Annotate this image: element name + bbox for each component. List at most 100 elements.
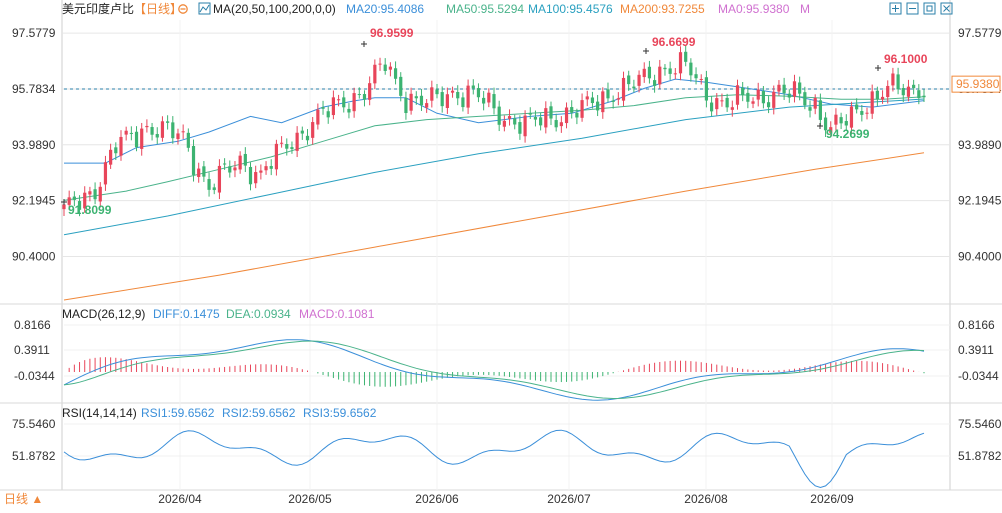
candle-body [88,191,92,195]
candle-body [399,76,403,96]
period-toggle-button[interactable]: 日线 ▲ [4,492,43,506]
candle-body [316,109,320,125]
ma-label: MA(20,50,100,200,0,0) [213,2,336,16]
candle-body [715,98,719,110]
candle-body [414,96,418,99]
candle-body [466,85,470,108]
candle-body [808,107,812,111]
candle-body [393,68,398,79]
candle-body [83,192,87,209]
x-tick-label: 2026/06 [415,492,459,506]
y-tick-label: 97.5779 [12,26,56,40]
candle-body [98,186,102,202]
fullscreen-icon[interactable] [923,2,936,15]
candle-body [202,166,206,177]
macd-y-tick-label: 0.3911 [14,343,50,357]
candle-body [507,116,512,119]
candle-body [523,115,527,137]
y-tick-label: 93.9890 [958,138,1002,152]
macd-dea-line [63,340,925,399]
candle-body [518,122,522,134]
candlestick-series [62,45,926,217]
macd-y-tick-label: 0.8166 [14,318,51,332]
candle-body [694,74,698,79]
close-icon[interactable] [940,2,953,15]
candle-body [67,197,71,205]
price-annotation: 96.6699 [652,35,696,49]
ma-value-label: MA0:95.9380 [718,2,790,16]
candle-body [274,143,279,170]
candle-body [155,134,159,138]
candle-body [922,95,926,98]
candle-body [761,91,765,104]
candle-body [513,118,517,125]
candle-body [803,92,807,106]
candle-body [140,128,144,149]
candle-body [352,93,356,112]
rsi-y-tick-label: 51.8782 [958,449,1002,463]
candle-body [279,142,284,144]
macd-y-tick-label: 0.8166 [958,318,995,332]
candle-body [730,107,734,110]
zoom-out-icon[interactable] [906,2,919,15]
price-annotation: 96.9599 [370,26,414,40]
candle-body [741,87,745,96]
candle-body [596,101,600,111]
candle-body [430,87,434,101]
candle-body [264,166,268,171]
candle-body [886,85,890,98]
candle-body [590,97,595,104]
candle-body [818,100,822,120]
candle-body [901,88,905,96]
candle-body [456,91,460,99]
candle-body [482,97,486,104]
candle-body [134,131,139,148]
candle-body [829,127,833,133]
rsi3-label: RSI3:59.6562 [303,406,377,420]
chart-type-icon[interactable] [198,2,211,15]
candle-body [450,90,455,93]
candle-body [290,147,294,150]
candle-body [357,94,361,96]
candle-body [621,77,626,101]
candle-body [777,84,781,92]
candle-body [756,89,760,100]
candle-body [860,111,864,115]
rsi1-label: RSI1:59.6562 [141,406,215,420]
candle-body [492,94,496,109]
zoom-in-icon[interactable] [889,2,902,15]
candle-body [77,201,82,210]
candle-body [404,97,408,114]
candle-body [425,103,429,108]
candle-body [554,120,558,128]
period-label[interactable]: 【日线】 [134,2,182,16]
candle-body [627,75,631,85]
candle-body [632,86,636,89]
y-tick-label: 95.7834 [12,82,56,96]
candle-body [891,73,895,86]
macd-y-tick-label: 0.3911 [958,343,994,357]
ma-value-label: MA100:95.4576 [528,2,613,16]
candle-body [435,89,439,95]
candle-body [487,92,491,103]
candle-body [217,165,222,193]
candle-body [575,112,579,118]
candle-body [870,91,874,114]
settings-icon[interactable] [178,4,188,14]
candle-body [409,93,413,111]
candle-body [787,93,791,98]
rsi-y-tick-label: 75.5460 [12,417,56,431]
x-tick-label: 2026/08 [684,492,728,506]
candle-body [912,84,916,89]
candle-body [331,97,335,116]
candle-body [419,95,424,106]
candle-body [684,51,688,62]
candle-body [150,127,154,135]
candle-body [673,73,677,75]
candle-body [497,106,501,125]
candle-body [212,187,216,191]
macd-y-tick-label: -0.0344 [14,369,55,383]
macd-macd-label: MACD:0.1081 [299,307,375,321]
candle-body [564,107,569,124]
